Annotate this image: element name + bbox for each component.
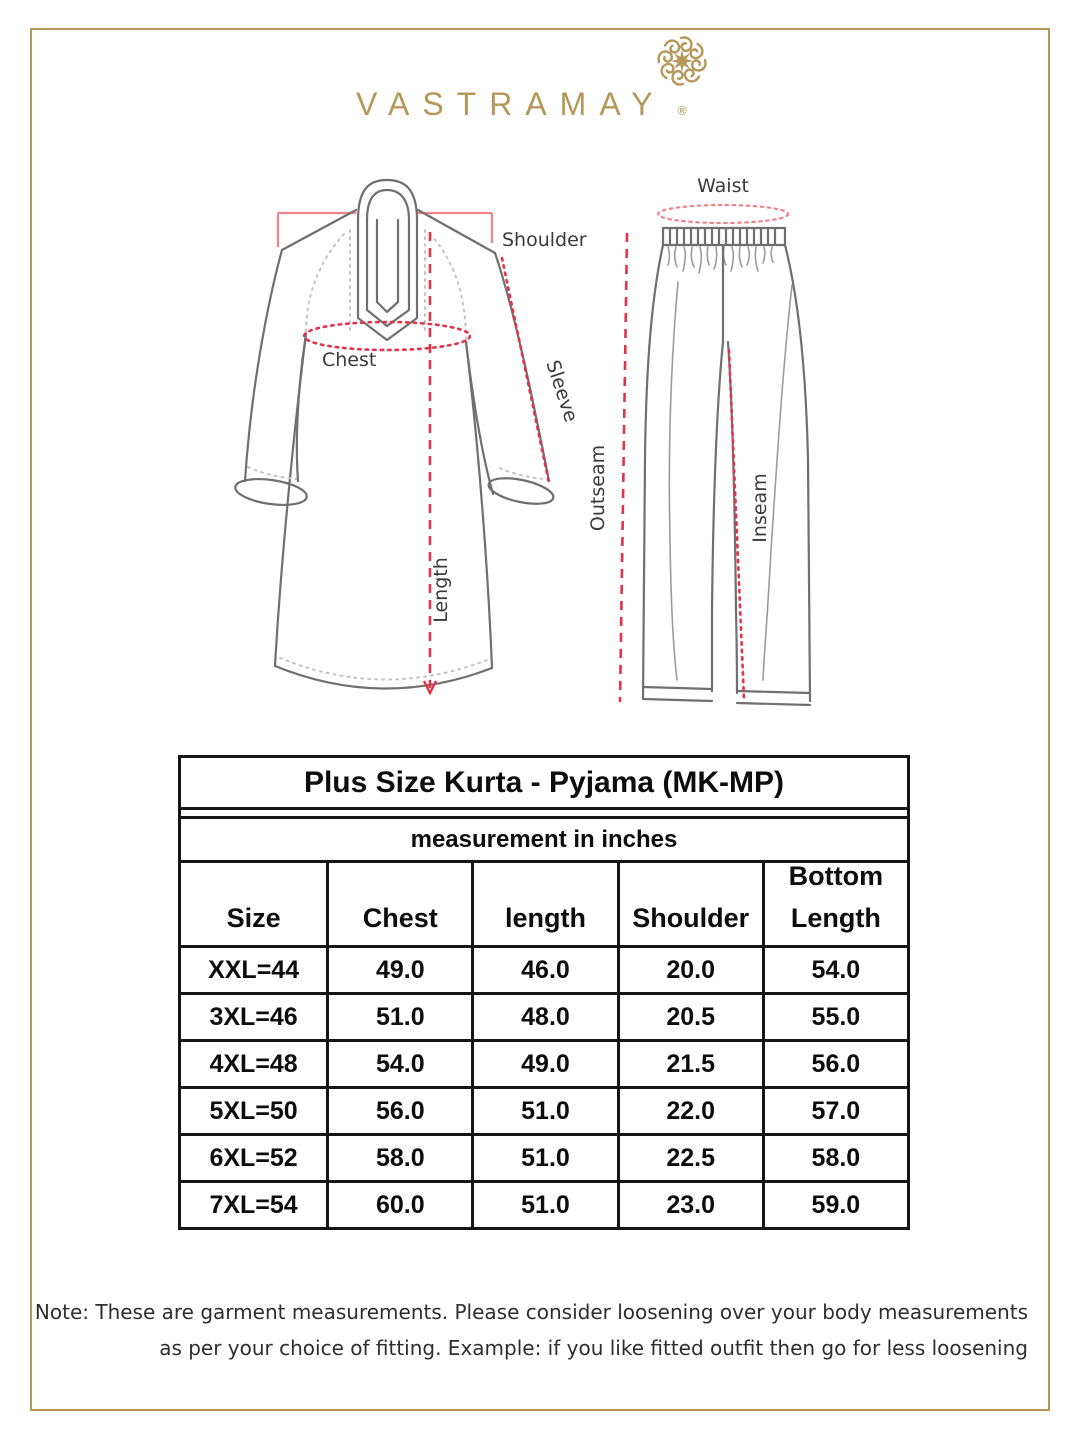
- measurement-value: 23.0: [616, 1180, 762, 1227]
- brand-emblem-icon: [657, 36, 707, 86]
- measurement-value: 22.5: [616, 1133, 762, 1180]
- sleeve-measure-line: [500, 256, 551, 485]
- title-divider: [181, 810, 907, 819]
- measurement-value: 21.5: [616, 1039, 762, 1086]
- outseam-measure-line: [618, 232, 629, 703]
- chest-label: Chest: [322, 349, 376, 371]
- inseam-measure-line: [727, 348, 746, 701]
- note-line-2: as per your choice of fitting. Example: …: [159, 1336, 1028, 1360]
- measurement-value: 55.0: [761, 992, 907, 1039]
- page-border: [30, 28, 1050, 1411]
- measurement-value: 49.0: [471, 1039, 617, 1086]
- measurement-value: 58.0: [326, 1133, 472, 1180]
- measurement-value: 58.0: [761, 1133, 907, 1180]
- measurement-value: 59.0: [761, 1180, 907, 1227]
- col-header-chest: Chest: [326, 863, 471, 945]
- measurement-value: 51.0: [471, 1180, 617, 1227]
- size-chart-subtitle: measurement in inches: [181, 819, 907, 863]
- size-value: XXL=44: [181, 945, 327, 992]
- measurement-value: 51.0: [471, 1133, 617, 1180]
- size-chart-title: Plus Size Kurta - Pyjama (MK-MP): [181, 758, 907, 810]
- measurement-value: 51.0: [326, 992, 472, 1039]
- measurement-value: 20.0: [616, 945, 762, 992]
- size-value: 6XL=52: [181, 1133, 327, 1180]
- measurement-value: 48.0: [471, 992, 617, 1039]
- size-chart-grid: Size Chest length Shoulder Bottom Length…: [181, 861, 907, 1227]
- measurement-value: 51.0: [471, 1086, 617, 1133]
- measurement-diagram: Shoulder Chest Sleeve Length Waist Outse…: [234, 175, 812, 707]
- size-value: 3XL=46: [181, 992, 327, 1039]
- kurta-outline: [234, 178, 555, 690]
- waist-label: Waist: [697, 175, 749, 197]
- size-value: 4XL=48: [181, 1039, 327, 1086]
- length-measure-line: [422, 232, 438, 696]
- measurement-value: 56.0: [326, 1086, 472, 1133]
- brand-wordmark: VASTRAMAY: [356, 86, 666, 122]
- size-value: 7XL=54: [181, 1180, 327, 1227]
- measurement-value: 49.0: [326, 945, 472, 992]
- chest-measure-ellipse: [302, 320, 472, 352]
- col-header-length: length: [471, 863, 616, 945]
- measurement-value: 57.0: [761, 1086, 907, 1133]
- col-header-size: Size: [226, 903, 281, 934]
- note-text: Note: These are garment measurements. Pl…: [35, 1294, 1028, 1366]
- inseam-label: Inseam: [749, 473, 771, 542]
- waist-measure-ellipse: [656, 203, 790, 225]
- registered-trademark-mark: ®: [676, 104, 688, 118]
- size-value: 5XL=50: [181, 1086, 327, 1133]
- outseam-label: Outseam: [587, 445, 609, 531]
- measurement-value: 20.5: [616, 992, 762, 1039]
- measurement-value: 60.0: [326, 1180, 472, 1227]
- col-header-shoulder: Shoulder: [616, 863, 762, 945]
- length-label: Length: [430, 557, 452, 623]
- measurement-value: 56.0: [761, 1039, 907, 1086]
- measurement-value: 22.0: [616, 1086, 762, 1133]
- sleeve-label: Sleeve: [541, 357, 582, 424]
- note-line-1: Note: These are garment measurements. Pl…: [34, 1300, 1028, 1324]
- pyjama-outline: [641, 226, 812, 707]
- shoulder-label: Shoulder: [502, 229, 587, 251]
- measurement-value: 54.0: [326, 1039, 472, 1086]
- col-header-bottom-length: Bottom Length: [761, 861, 907, 945]
- measurement-value: 54.0: [761, 945, 907, 992]
- measurement-value: 46.0: [471, 945, 617, 992]
- size-chart-table: Plus Size Kurta - Pyjama (MK-MP) measure…: [178, 755, 910, 1230]
